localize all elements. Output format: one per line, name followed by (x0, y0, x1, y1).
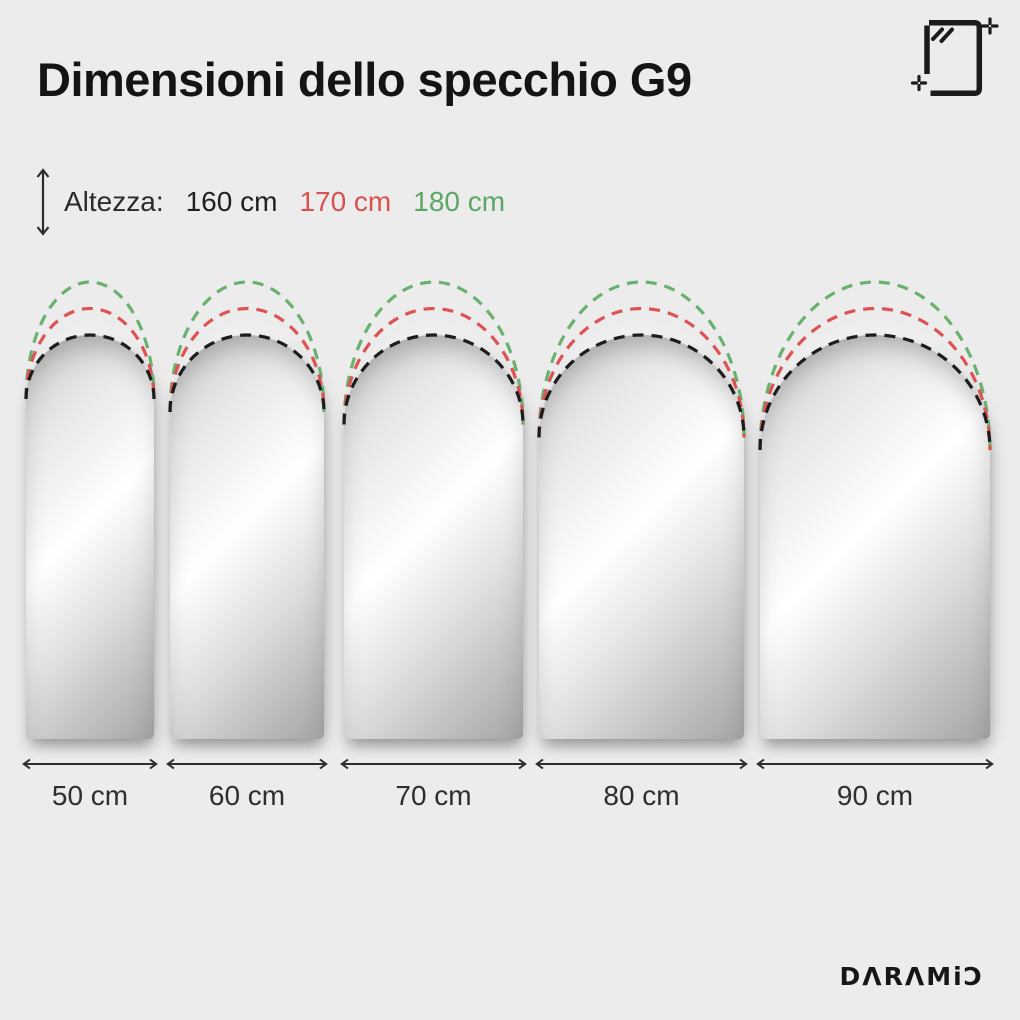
height-legend: Altezza: 160 cm 170 cm 180 cm (34, 166, 505, 238)
height-arcs (758, 280, 992, 451)
height-arcs (24, 280, 156, 400)
width-label: 60 cm (208, 780, 286, 811)
brand-logo: DΛRΛMiƆ (839, 962, 984, 991)
height-option-180: 180 cm (413, 186, 506, 217)
height-arcs (168, 280, 326, 413)
mirror-column: 60 cm (142, 276, 352, 824)
mirror-shape (170, 335, 324, 739)
mirror-shape (760, 335, 990, 739)
width-arrow (756, 758, 994, 770)
page-title: Dimensioni dello specchio G9 (37, 53, 692, 106)
width-arrow (340, 758, 527, 770)
mirror-shape (344, 335, 523, 739)
width-arrow (535, 758, 748, 770)
width-label: 50 cm (51, 780, 129, 811)
height-arcs (537, 280, 746, 438)
width-arrow (22, 758, 158, 770)
mirror-shape (539, 335, 744, 739)
vertical-double-arrow-icon (36, 168, 50, 236)
mirror-shape (26, 335, 154, 739)
mirror-sparkles-icon (910, 17, 999, 97)
width-label: 80 cm (603, 780, 680, 811)
mirror-column: 80 cm (511, 276, 772, 824)
width-arrow (166, 758, 328, 770)
height-option-160: 160 cm (185, 186, 278, 217)
width-label: 90 cm (836, 780, 914, 811)
width-label: 70 cm (395, 780, 472, 811)
mirror-column: 50 cm (0, 276, 182, 824)
height-option-170: 170 cm (299, 186, 392, 217)
mirror-column: 90 cm (732, 276, 1018, 824)
legend-label: Altezza: (64, 186, 164, 217)
mirror-column: 70 cm (316, 276, 551, 824)
height-arcs (342, 280, 525, 425)
